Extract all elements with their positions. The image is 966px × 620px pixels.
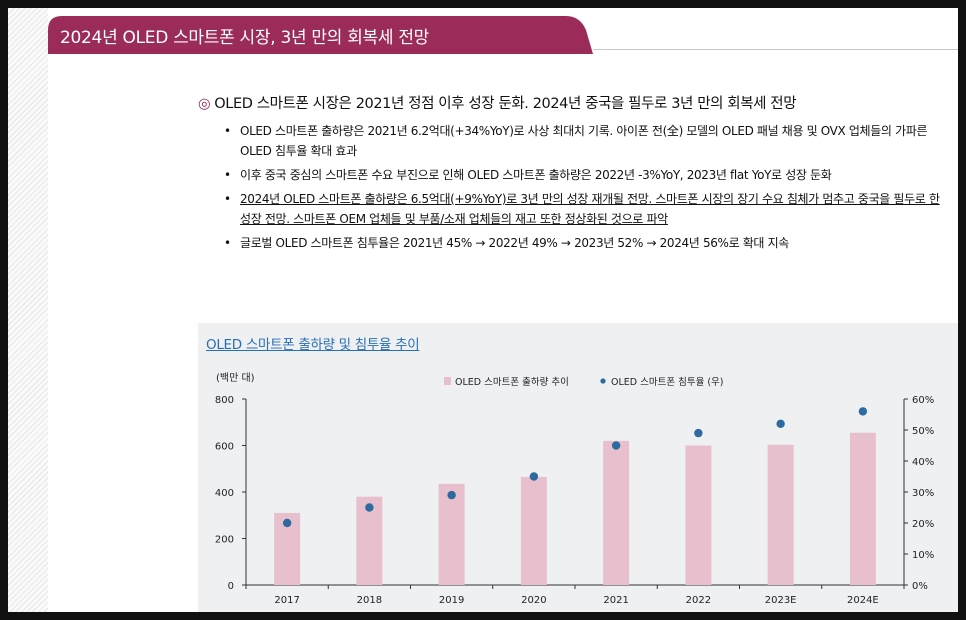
y-left-tick-label: 400 bbox=[215, 488, 234, 499]
bar-shipments-2020 bbox=[520, 476, 547, 585]
chart-panel: OLED 스마트폰 출하량 및 침투율 추이 0 200 400 600 800 0% 10… bbox=[198, 323, 958, 612]
bullet-dot-icon: • bbox=[224, 236, 231, 250]
bar-shipments-2019 bbox=[438, 483, 465, 585]
bullet-item: • OLED 스마트폰 출하량은 2021년 6.2억대(+34%YoY)로 사상… bbox=[198, 121, 950, 161]
bullet-item: • 글로벌 OLED 스마트폰 침투율은 2021년 45% → 2022년 49… bbox=[198, 233, 950, 253]
x-tick-label: 2023E bbox=[765, 595, 797, 606]
y-left-unit-label: (백만 대) bbox=[216, 372, 255, 384]
point-penetration-2022 bbox=[694, 428, 703, 438]
title-banner-shape bbox=[48, 16, 593, 54]
y-right-tick-label: 20% bbox=[912, 519, 934, 530]
bar-shipments-2021 bbox=[603, 440, 630, 585]
summary-bullets: • OLED 스마트폰 출하량은 2021년 6.2억대(+34%YoY)로 사상… bbox=[198, 121, 958, 253]
title-banner: 2024년 OLED 스마트폰 시장, 3년 만의 회복세 전망 bbox=[48, 16, 593, 54]
summary-headline: ◎ OLED 스마트폰 시장은 2021년 정점 이후 성장 둔화. 2024년 … bbox=[198, 92, 958, 113]
bullet-dot-icon: • bbox=[224, 124, 231, 138]
y-right-tick-label: 0% bbox=[912, 581, 928, 592]
y-left-tick-label: 0 bbox=[228, 581, 234, 592]
point-penetration-2018 bbox=[365, 503, 374, 512]
y-right-tick-label: 10% bbox=[912, 550, 934, 561]
point-penetration-2024E bbox=[858, 407, 868, 416]
x-tick-label: 2022 bbox=[686, 595, 711, 606]
legend-swatch-shipments bbox=[444, 377, 451, 385]
side-hatch-pattern bbox=[8, 8, 48, 612]
y-right-tick-label: 60% bbox=[912, 395, 934, 406]
point-penetration-2021 bbox=[611, 441, 621, 450]
x-tick-label: 2018 bbox=[357, 595, 382, 606]
legend-label-penetration: OLED 스마트폰 침투율 (우) bbox=[611, 377, 723, 388]
point-penetration-2023E bbox=[776, 419, 785, 428]
summary-section: ◎ OLED 스마트폰 시장은 2021년 정점 이후 성장 둔화. 2024년 … bbox=[198, 92, 958, 257]
page-title: 2024년 OLED 스마트폰 시장, 3년 만의 회복세 전망 bbox=[60, 28, 429, 48]
bar-shipments-2022 bbox=[685, 445, 712, 585]
x-tick-label: 2020 bbox=[521, 595, 546, 606]
point-penetration-2020 bbox=[529, 472, 539, 481]
document-page: 2024년 OLED 스마트폰 시장, 3년 만의 회복세 전망 ◎ OLED 스… bbox=[8, 8, 958, 612]
x-tick-label: 2021 bbox=[603, 595, 628, 606]
y-right-tick-label: 40% bbox=[912, 457, 934, 468]
x-tick-label: 2017 bbox=[274, 595, 299, 606]
y-right-tick-label: 50% bbox=[912, 426, 934, 437]
bullet-dot-icon: • bbox=[224, 192, 231, 206]
bar-shipments-2023E bbox=[767, 444, 794, 585]
y-left-tick-label: 600 bbox=[215, 442, 234, 453]
y-right-tick-label: 30% bbox=[912, 488, 934, 499]
title-divider bbox=[593, 49, 958, 50]
chart-title: OLED 스마트폰 출하량 및 침투율 추이 bbox=[206, 337, 420, 353]
bullet-item-underlined: • 2024년 OLED 스마트폰 출하량은 6.5억대(+9%YoY)로 3년 … bbox=[198, 189, 950, 229]
x-tick-label: 2019 bbox=[439, 595, 464, 606]
y-left-tick-label: 800 bbox=[215, 395, 234, 406]
legend-label-shipments: OLED 스마트폰 출하량 추이 bbox=[455, 376, 569, 388]
combo-chart: 0 200 400 600 800 0% 10% 20% 30% 40% 50% 60% (백만 대) 2… bbox=[215, 372, 934, 606]
bullet-dot-icon: • bbox=[224, 168, 231, 182]
y-left-tick-label: 200 bbox=[215, 535, 234, 546]
x-tick-label: 2024E bbox=[847, 595, 879, 606]
circle-marker-icon: ◎ bbox=[198, 96, 211, 112]
point-penetration-2017 bbox=[282, 518, 292, 528]
bar-shipments-2024E bbox=[849, 432, 876, 585]
bullet-item: • 이후 중국 중심의 스마트폰 수요 부진으로 인해 OLED 스마트폰 출하량… bbox=[198, 165, 950, 185]
legend-swatch-penetration bbox=[600, 378, 606, 384]
headline-text: OLED 스마트폰 시장은 2021년 정점 이후 성장 둔화. 2024년 중… bbox=[214, 96, 797, 112]
point-penetration-2019 bbox=[447, 490, 456, 500]
